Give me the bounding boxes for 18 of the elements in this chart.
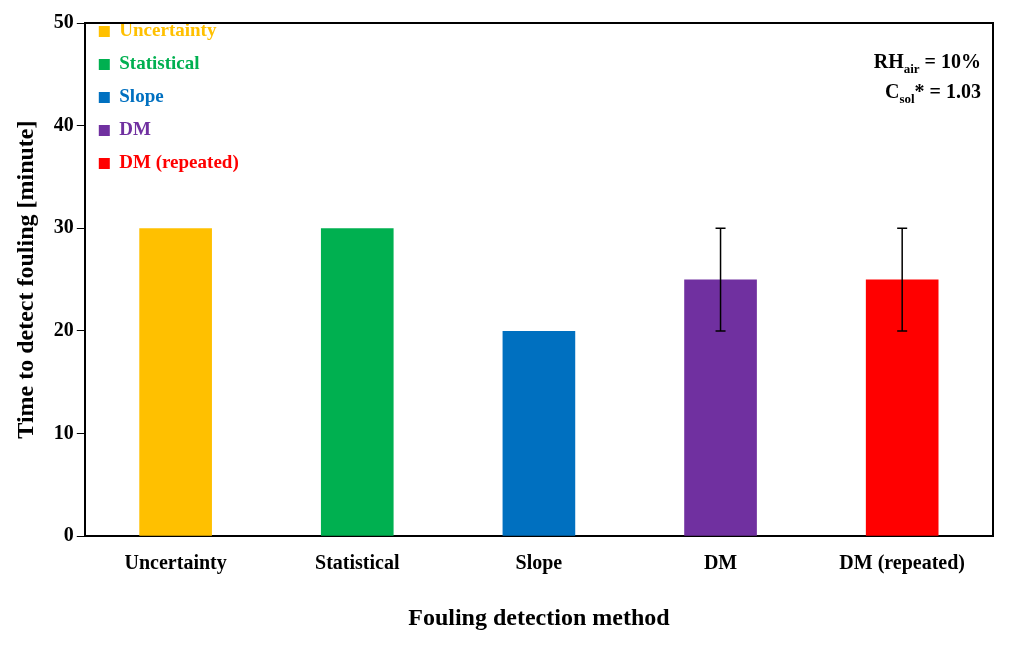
legend-label: Slope bbox=[119, 85, 164, 107]
y-tick-label: 40 bbox=[53, 112, 74, 135]
y-tick-label: 0 bbox=[63, 523, 74, 546]
x-axis-title: Fouling detection method bbox=[408, 603, 671, 630]
x-tick-label: Uncertainty bbox=[124, 551, 227, 575]
y-tick-label: 50 bbox=[53, 10, 74, 33]
legend-label: DM (repeated) bbox=[119, 151, 239, 174]
y-tick-label: 10 bbox=[53, 420, 74, 443]
y-tick-label: 30 bbox=[53, 215, 74, 238]
x-tick-label: DM (repeated) bbox=[839, 551, 966, 575]
x-tick-label: DM bbox=[703, 551, 738, 574]
legend-label: Uncertainty bbox=[119, 19, 217, 41]
legend-label: DM bbox=[119, 118, 152, 140]
legend-label: Statistical bbox=[119, 52, 200, 74]
y-tick-label: 20 bbox=[53, 318, 74, 341]
x-tick-label: Slope bbox=[515, 551, 563, 575]
y-axis-title: Time to detect fouling [minute] bbox=[11, 120, 38, 439]
x-tick-label: Statistical bbox=[315, 551, 400, 574]
